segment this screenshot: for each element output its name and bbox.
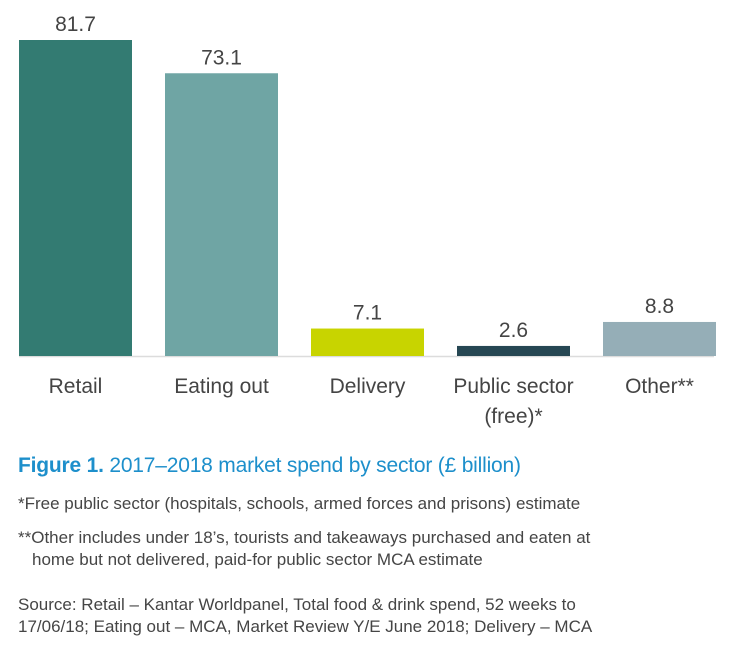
bar-1: [165, 73, 278, 357]
bar-0: [19, 40, 132, 356]
value-label: 2.6: [499, 319, 528, 342]
value-label: 7.1: [353, 302, 382, 325]
category-label: Retail: [49, 375, 103, 398]
figure-caption: Figure 1. 2017–2018 market spend by sect…: [18, 454, 521, 478]
category-label: Public sector: [453, 375, 573, 398]
value-label: 73.1: [201, 46, 242, 69]
bar-chart: 81.7 Retail 73.1 Eating out 7.1 Delivery 2.6 Pu…: [19, 13, 716, 428]
footnote-other-line2: home but not delivered, paid-for public …: [32, 550, 483, 569]
bar-3: [457, 345, 570, 356]
bar-2: [311, 328, 424, 356]
source-line1: Source: Retail – Kantar Worldpanel, Tota…: [18, 595, 576, 614]
bar-4: [603, 321, 716, 356]
figure-label: Figure 1.: [18, 454, 104, 477]
value-label: 8.8: [645, 295, 674, 318]
category-label: Delivery: [330, 375, 406, 398]
footnote-other-line1: **Other includes under 18’s, tourists an…: [18, 528, 591, 547]
category-label: Eating out: [174, 375, 269, 398]
category-label: (free)*: [484, 405, 542, 428]
source-line2: 17/06/18; Eating out – MCA, Market Revie…: [18, 617, 593, 636]
value-label: 81.7: [55, 13, 96, 36]
category-label: Other**: [625, 375, 694, 398]
footnote-free-public: *Free public sector (hospitals, schools,…: [18, 494, 581, 513]
figure-title: 2017–2018 market spend by sector (£ bill…: [103, 454, 521, 477]
